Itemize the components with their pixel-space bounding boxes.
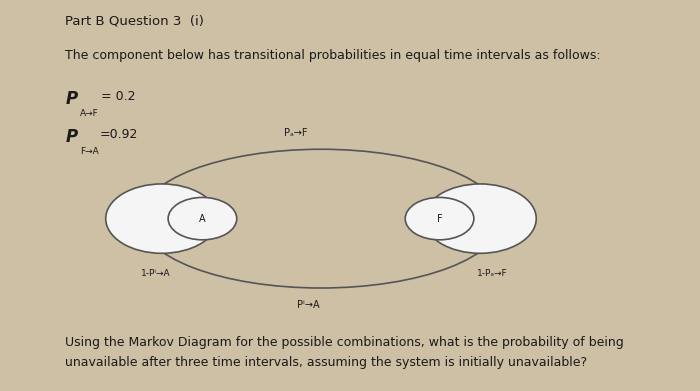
Text: Pⁱ→A: Pⁱ→A (298, 300, 320, 310)
Text: F: F (437, 213, 442, 224)
Text: Using the Markov Diagram for the possible combinations, what is the probability : Using the Markov Diagram for the possibl… (65, 336, 624, 369)
Text: P: P (65, 128, 77, 146)
Circle shape (168, 197, 237, 240)
Text: The component below has transitional probabilities in equal time intervals as fo: The component below has transitional pro… (65, 49, 601, 62)
Text: A: A (199, 213, 206, 224)
Text: = 0.2: = 0.2 (102, 90, 136, 102)
Text: A→F: A→F (80, 109, 99, 118)
Text: Part B Question 3  (i): Part B Question 3 (i) (65, 14, 204, 27)
Text: Pₐ→F: Pₐ→F (284, 128, 308, 138)
Text: 1-Pⁱ→A: 1-Pⁱ→A (141, 269, 171, 278)
Circle shape (424, 184, 536, 253)
Text: P: P (65, 90, 77, 108)
Text: 1-Pₐ→F: 1-Pₐ→F (477, 269, 508, 278)
Circle shape (405, 197, 474, 240)
Text: =0.92: =0.92 (99, 128, 138, 141)
Circle shape (106, 184, 218, 253)
Text: F→A: F→A (80, 147, 99, 156)
